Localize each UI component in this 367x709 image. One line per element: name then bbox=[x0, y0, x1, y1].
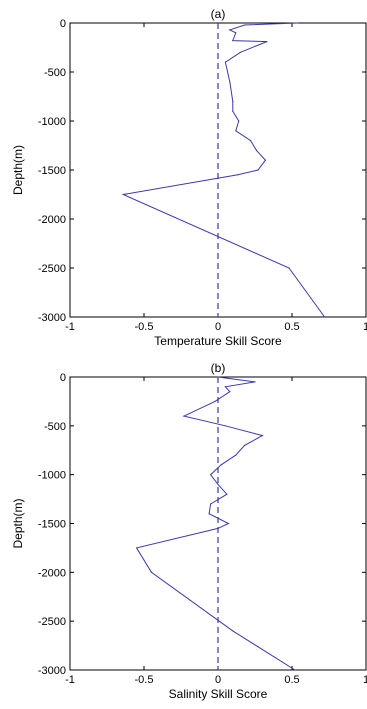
data-point bbox=[122, 193, 124, 196]
series-line-0 bbox=[121, 22, 326, 318]
y-tick-label: -500 bbox=[44, 421, 66, 433]
data-point bbox=[229, 81, 231, 83]
data-point bbox=[229, 391, 231, 393]
y-tick-label: -1500 bbox=[38, 165, 66, 177]
x-tick-label: 0 bbox=[215, 674, 221, 686]
x-tick-label: 1 bbox=[363, 674, 367, 686]
data-point bbox=[217, 376, 219, 378]
data-point bbox=[136, 547, 138, 549]
data-point bbox=[239, 51, 241, 54]
data-point bbox=[244, 24, 246, 26]
data-point bbox=[220, 464, 222, 466]
y-tick-label: -2000 bbox=[38, 567, 66, 579]
y-tick-label: -1000 bbox=[38, 116, 66, 128]
data-point bbox=[232, 630, 234, 632]
x-tick-label: -1 bbox=[65, 321, 75, 333]
chart-title: (a) bbox=[211, 7, 226, 21]
x-tick-label: -0.5 bbox=[135, 321, 154, 333]
data-point bbox=[249, 140, 252, 142]
data-point bbox=[226, 493, 228, 495]
y-axis-label: Depth(m) bbox=[11, 145, 25, 195]
y-tick-label: -1500 bbox=[38, 519, 66, 531]
x-tick-label: 0.5 bbox=[284, 674, 299, 686]
y-tick-label: -3000 bbox=[38, 665, 66, 677]
data-point bbox=[294, 669, 296, 671]
y-tick-label: 0 bbox=[60, 372, 66, 384]
data-point bbox=[254, 381, 256, 383]
data-point bbox=[224, 61, 226, 63]
chart-title: (b) bbox=[211, 361, 226, 375]
data-point bbox=[236, 174, 238, 176]
y-tick-label: -500 bbox=[44, 67, 66, 79]
data-point bbox=[266, 41, 268, 43]
data-point bbox=[229, 29, 231, 31]
data-point bbox=[227, 522, 229, 525]
y-tick-label: -1000 bbox=[38, 470, 66, 482]
data-point bbox=[288, 267, 290, 269]
data-point bbox=[297, 22, 299, 24]
x-tick-label: 1 bbox=[363, 321, 367, 333]
data-point bbox=[235, 130, 237, 132]
y-tick-label: -2000 bbox=[38, 214, 66, 226]
data-point bbox=[210, 503, 212, 505]
data-point bbox=[150, 571, 152, 573]
data-point bbox=[238, 120, 240, 122]
data-point bbox=[214, 400, 216, 403]
x-tick-label: 0 bbox=[215, 321, 221, 333]
data-point bbox=[323, 316, 326, 318]
x-axis-label: Salinity Skill Score bbox=[169, 687, 268, 701]
y-tick-label: -3000 bbox=[38, 312, 66, 324]
data-point bbox=[255, 149, 258, 151]
data-point bbox=[232, 110, 234, 112]
data-point bbox=[224, 425, 226, 427]
x-tick-label: 0.5 bbox=[284, 321, 299, 333]
data-point bbox=[235, 32, 237, 34]
data-point bbox=[224, 386, 226, 388]
data-point bbox=[264, 159, 266, 161]
x-tick-label: -0.5 bbox=[135, 674, 154, 686]
data-point bbox=[257, 169, 259, 171]
y-axis-label: Depth(m) bbox=[11, 498, 25, 548]
data-point bbox=[244, 444, 246, 446]
y-tick-label: -2500 bbox=[38, 263, 66, 275]
data-point bbox=[235, 454, 237, 456]
y-tick-label: 0 bbox=[60, 18, 66, 30]
data-point bbox=[261, 435, 263, 437]
data-point bbox=[217, 483, 219, 486]
data-point bbox=[232, 100, 234, 102]
x-tick-label: -1 bbox=[65, 674, 75, 686]
data-point bbox=[183, 415, 185, 417]
data-point bbox=[232, 40, 234, 42]
y-tick-label: -2500 bbox=[38, 616, 66, 628]
data-point bbox=[210, 474, 212, 476]
chart-panel-a: -1 -0.5 0 0.5 1 0 -500 -1000 -1500 -2000 -2500 -300… bbox=[11, 7, 367, 348]
data-point bbox=[217, 527, 219, 529]
x-axis-label: Temperature Skill Score bbox=[154, 334, 282, 348]
series-line-0 bbox=[135, 376, 296, 671]
chart-panel-b: -1 -0.5 0 0.5 1 0 -500 -1000 -1500 -2000 -2500 -300… bbox=[11, 361, 367, 701]
data-point bbox=[208, 513, 210, 515]
